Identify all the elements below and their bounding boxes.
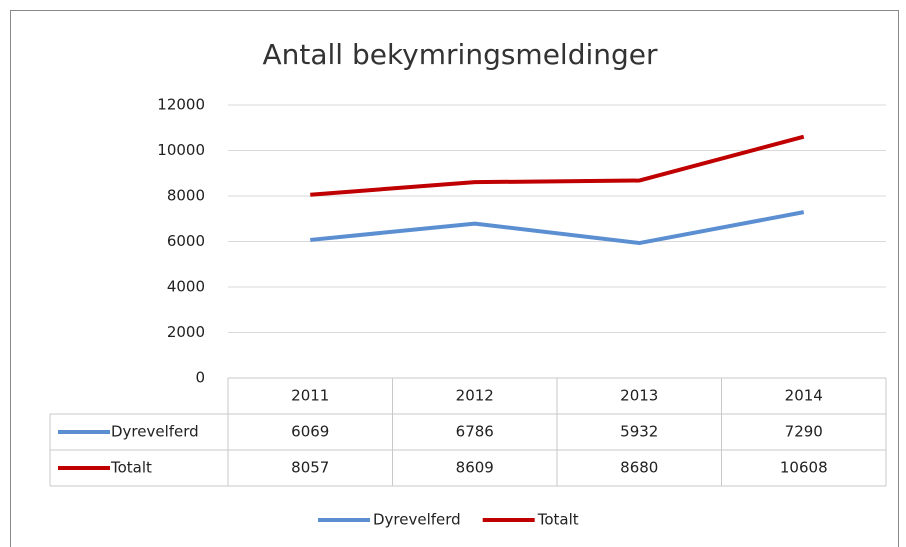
x-tick-label: 2011 — [291, 387, 329, 405]
y-tick-label: 10000 — [157, 141, 205, 159]
series-line — [310, 134, 805, 197]
chart-frame — [10, 10, 899, 547]
legend-label: Dyrevelferd — [373, 511, 461, 529]
table-row-label: Dyrevelferd — [111, 423, 199, 441]
y-tick-label: 12000 — [157, 96, 205, 114]
chart-title: Antall bekymringsmeldinger — [262, 38, 658, 71]
x-tick-label: 2014 — [785, 387, 823, 405]
table-cell: 6069 — [291, 423, 329, 441]
series-line — [310, 210, 805, 246]
y-tick-label: 4000 — [167, 278, 205, 296]
y-tick-label: 6000 — [167, 232, 205, 250]
y-tick-label: 2000 — [167, 323, 205, 341]
x-tick-label: 2013 — [620, 387, 658, 405]
table-cell: 5932 — [620, 423, 658, 441]
table-cell: 8609 — [456, 459, 494, 477]
table-cell: 8057 — [291, 459, 329, 477]
table-cell: 6786 — [456, 423, 494, 441]
y-tick-label: 8000 — [167, 187, 205, 205]
table-cell: 8680 — [620, 459, 658, 477]
table-row-label: Totalt — [110, 459, 152, 477]
legend-label: Totalt — [537, 511, 579, 529]
x-tick-label: 2012 — [456, 387, 494, 405]
y-tick-label: 0 — [195, 369, 205, 387]
table-cell: 7290 — [785, 423, 823, 441]
table-cell: 10608 — [780, 459, 828, 477]
